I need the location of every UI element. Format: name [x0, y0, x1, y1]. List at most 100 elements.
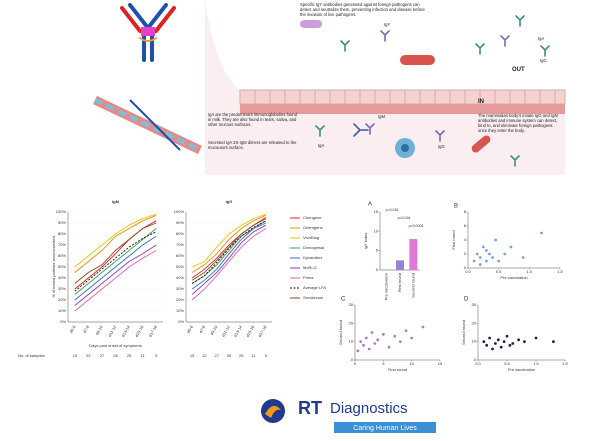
ig-label: IgM: [378, 114, 385, 119]
antibody-icon: [120, 3, 176, 62]
y-tick-label: 0: [474, 357, 477, 362]
y-tick-label: 10: [472, 339, 477, 344]
x-tick-label: 15: [438, 361, 443, 366]
point: [494, 238, 497, 242]
x-tick-label: d13-14: [233, 324, 244, 338]
y-tick-label: 10%: [58, 308, 66, 313]
y-tick-label: 0: [464, 265, 467, 270]
y-tick-label: 20: [349, 320, 354, 325]
x-tick-label: Pre vaccination: [384, 273, 389, 300]
y-axis-label: % of tested patients seroconverted: [51, 236, 56, 298]
point: [475, 252, 479, 256]
legend-label: MoRi-G: [303, 265, 317, 270]
y-tick-label: 0%: [60, 319, 66, 324]
y-tick-label: 50%: [176, 264, 184, 269]
y-axis-label: Second round: [461, 320, 466, 345]
series-line: [191, 214, 267, 273]
point: [509, 245, 513, 249]
x-tick-label: d9-10: [94, 324, 104, 336]
x-tick-label: 5: [382, 361, 385, 366]
annotation: p=0.016: [386, 208, 399, 212]
y-tick-label: 30: [472, 302, 477, 307]
y-tick-label: 70%: [58, 242, 66, 247]
logo-tagline: Caring Human Lives: [353, 425, 417, 432]
point: [472, 259, 476, 263]
y-tick-label: 0%: [178, 319, 184, 324]
sample-count: 26: [227, 353, 232, 358]
point: [410, 336, 414, 340]
point: [497, 259, 501, 263]
sample-count: 11: [141, 353, 146, 358]
x-axis-label: Pre vaccination: [500, 275, 527, 280]
x-tick-label: d7-8: [82, 324, 91, 334]
in-label: IN: [478, 99, 484, 105]
sample-count: 15: [73, 353, 78, 358]
pathogen: [471, 135, 491, 153]
point: [521, 256, 525, 259]
point: [398, 340, 402, 344]
iga-chain: [93, 95, 202, 155]
logo-mark: RT: [298, 398, 322, 418]
annotation: p=0.0004: [409, 224, 424, 228]
y-tick-label: 90%: [58, 220, 66, 225]
y-tick-label: 10: [349, 339, 354, 344]
y-tick-label: 80%: [58, 231, 66, 236]
top-text: Specific IgY antibodies generated agains…: [300, 2, 425, 17]
y-axis-label: IgY index: [363, 233, 368, 250]
logo-name: Diagnostics: [330, 400, 408, 417]
panel-label: B: [454, 204, 458, 210]
x-tick-label: 0.5: [496, 269, 502, 274]
legend-label: Orientgene: [303, 225, 324, 230]
point: [362, 343, 365, 347]
y-tick-label: 40%: [58, 275, 66, 280]
y-tick-label: 20%: [58, 297, 66, 302]
point: [370, 331, 374, 334]
point: [488, 252, 491, 256]
x-tick-label: 1.5: [557, 269, 563, 274]
y-tick-label: 20: [472, 320, 477, 325]
point: [478, 256, 482, 259]
x-tick-label: First round: [397, 273, 402, 292]
sample-count: 11: [251, 353, 256, 358]
y-axis-label: First round: [451, 230, 456, 249]
legend-label: Average LFA: [303, 285, 326, 290]
point: [488, 336, 491, 340]
chart-title: IgG: [226, 199, 233, 204]
legend-label: Dinnogetsia: [303, 245, 325, 250]
point: [381, 332, 385, 336]
point: [364, 336, 368, 340]
y-axis-label: Second round: [338, 320, 343, 345]
y-tick-label: 5: [376, 248, 379, 253]
sample-count: 27: [100, 353, 105, 358]
x-tick-label: 0.0: [475, 361, 481, 366]
x-tick-label: d7-8: [198, 324, 207, 334]
point: [393, 334, 397, 338]
y-tick-label: 30%: [58, 286, 66, 291]
point: [552, 340, 555, 344]
point: [376, 338, 380, 342]
point: [517, 338, 520, 342]
point: [485, 343, 489, 347]
x-tick-label: d15-16: [245, 324, 256, 338]
y-tick-label: 0: [351, 357, 354, 362]
pathogen: [300, 20, 322, 28]
logo-swoosh: [265, 405, 281, 418]
point: [508, 343, 512, 347]
x-axis-label: Pre vaccination: [508, 367, 535, 372]
y-tick-label: 70%: [176, 242, 184, 247]
point: [481, 245, 485, 249]
point: [540, 231, 543, 235]
sample-count: 15: [190, 353, 195, 358]
sample-count: 9: [265, 353, 268, 358]
point: [523, 340, 526, 344]
point: [485, 259, 488, 263]
point: [503, 252, 507, 256]
point: [359, 340, 363, 344]
series-line: [74, 213, 157, 268]
point: [404, 329, 408, 333]
epithelium: [239, 89, 566, 105]
x-tick-label: 0.0: [465, 269, 471, 274]
legend-label: Chungene: [303, 215, 322, 220]
